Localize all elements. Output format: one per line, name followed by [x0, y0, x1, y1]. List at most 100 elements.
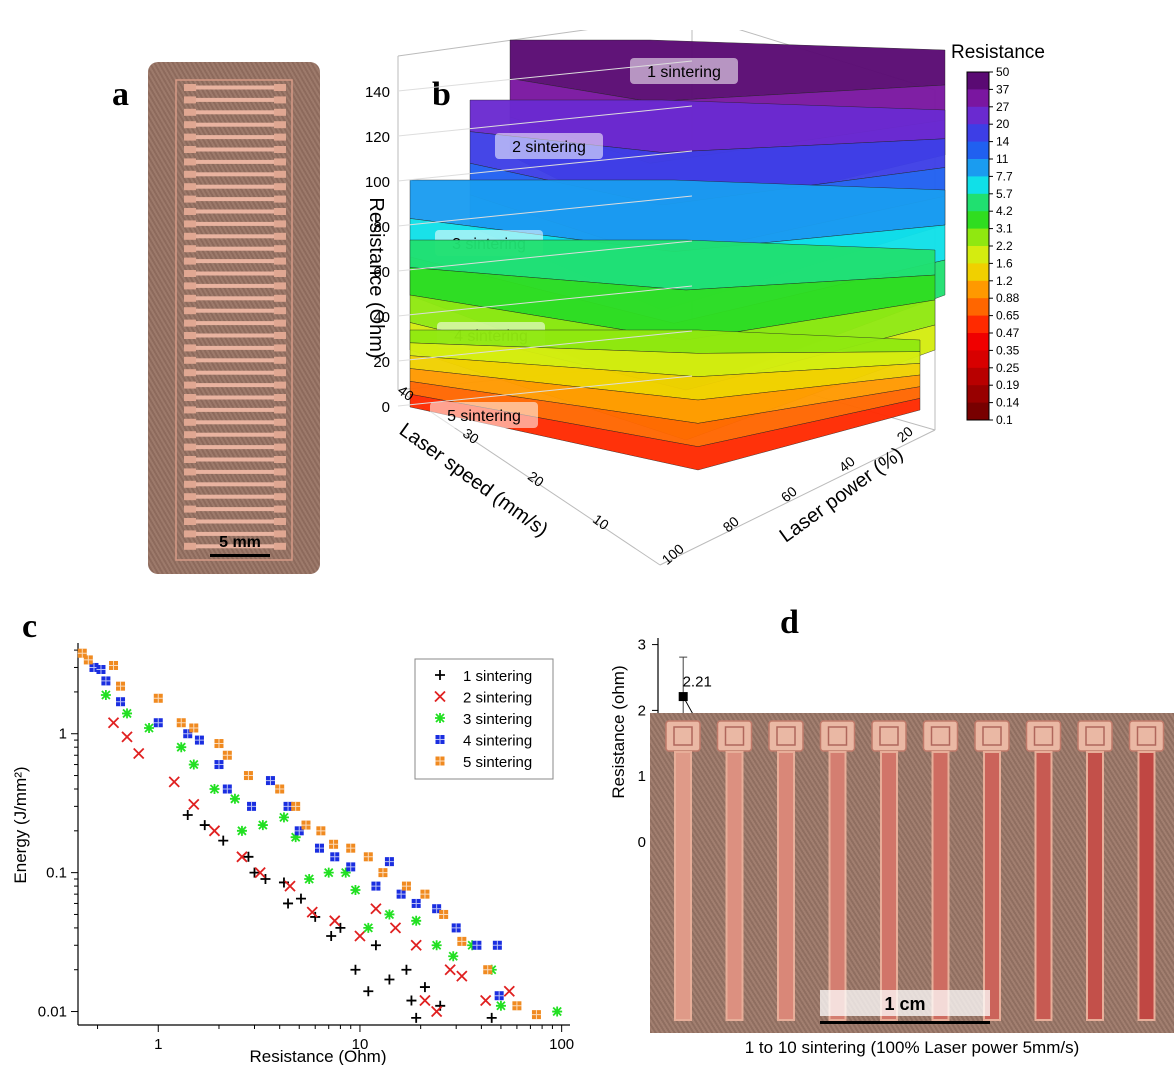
trace-line — [196, 321, 274, 326]
colorbar: Resistance 50 37 27 20 14 11 7.7 5.7 4.2 3.1 2.2 1.6… — [951, 42, 1045, 427]
scatter-point — [249, 867, 260, 878]
trace-line — [196, 184, 274, 189]
trace-pad-right — [274, 158, 286, 166]
trace-pad-left — [184, 369, 196, 377]
colorbar-level-label: 1.6 — [996, 256, 1013, 270]
trace-pad-right — [274, 344, 286, 352]
scatter-point-grid — [294, 826, 304, 836]
z-axis-label: Resistance (Ohm) — [365, 197, 387, 358]
scatter-point — [486, 1012, 497, 1023]
y-tick-label: 3 — [638, 637, 646, 654]
trace-pad-left — [184, 456, 196, 463]
panel-letter-a: a — [112, 76, 129, 113]
scatter-point — [410, 939, 422, 951]
trace-pad-left — [184, 195, 196, 203]
trace-line — [196, 221, 274, 226]
scatter-point-grid — [283, 801, 293, 811]
scatter-point-grid — [435, 756, 445, 766]
trace-pad-inner — [724, 726, 745, 746]
trace-pad-right — [274, 220, 286, 228]
trace-line — [196, 271, 274, 276]
trace-pad — [1128, 720, 1165, 752]
box-edge — [659, 429, 936, 566]
scatter-point-grid — [483, 965, 493, 975]
scatter-point — [411, 915, 422, 926]
colorbar-swatch — [967, 367, 989, 386]
colorbar-level-label: 2.2 — [996, 239, 1013, 253]
trace-pad-left — [184, 158, 196, 166]
trace-pad — [768, 720, 804, 752]
trace-pad-left — [184, 108, 196, 116]
scatter-point — [350, 964, 361, 975]
trace-pad-right — [274, 530, 286, 538]
trace-strip — [674, 751, 692, 1021]
scatter-point — [384, 974, 395, 985]
trace-pad-right — [274, 307, 286, 315]
trace-line — [196, 135, 274, 140]
legend-entry: 1 sintering — [435, 668, 532, 685]
surface-band — [409, 393, 921, 471]
layer-label: 5 sintering — [430, 402, 538, 428]
trace-pad-left — [184, 431, 196, 439]
trace-line — [196, 494, 274, 499]
scatter-point-grid — [401, 881, 411, 891]
colorbar-level-label: 0.25 — [996, 361, 1020, 375]
colorbar-level-label: 0.65 — [996, 309, 1020, 323]
scatter-point-grid — [116, 681, 126, 691]
colorbar-level-label: 37 — [996, 82, 1010, 96]
trace-strip-sintered — [985, 753, 999, 1019]
colorbar-swatch — [967, 402, 989, 421]
trace-line — [196, 333, 274, 338]
trace-strip-sintered — [1036, 753, 1051, 1019]
scatter-point-grid — [396, 889, 406, 899]
scatter-point — [290, 832, 301, 843]
scatter-point — [236, 825, 247, 836]
trace-line — [196, 283, 274, 288]
trace-pad-inner — [930, 726, 951, 746]
trace-pad-inner — [1033, 726, 1054, 746]
scatter-point — [284, 880, 296, 892]
colorbar-level-label: 4.2 — [996, 204, 1013, 218]
trace-line — [196, 445, 274, 450]
trace-line — [196, 296, 274, 301]
scatter-point — [278, 812, 289, 823]
trace-pad-right — [274, 282, 286, 290]
x-axis-label: Resistance (Ohm) — [250, 1047, 387, 1065]
colorbar-swatch — [967, 159, 989, 177]
trace-line — [196, 85, 274, 90]
trace-line — [196, 507, 274, 512]
trace-pad-right — [274, 394, 286, 401]
y-axis-label: Energy (J/mm²) — [11, 766, 30, 883]
scatter-point-grid — [275, 784, 285, 794]
scatter-axes: 1 10 100 0.01 0.1 1 — [38, 643, 574, 1053]
scatter-point — [335, 922, 346, 933]
trace-pad-right — [274, 84, 286, 91]
scatter-point-grid — [329, 839, 339, 849]
trace-pad-right — [274, 133, 286, 141]
trace-pad-right — [274, 542, 286, 550]
trace-pad-inner — [673, 726, 693, 746]
x-tick-label: 10 — [352, 1036, 369, 1053]
colorbar-level-label: 0.14 — [996, 396, 1020, 410]
scatter-point — [218, 835, 229, 846]
layer-label-backdrop — [430, 402, 538, 428]
trace-pad-left — [184, 121, 196, 129]
trace-line — [196, 246, 274, 251]
layer-label-text: 1 sintering — [647, 64, 721, 81]
panel-c-scatter-chart: 1 10 100 0.01 0.1 1 1 sintering 2 sintering 3 s… — [11, 643, 574, 1065]
scatter-point — [188, 798, 200, 811]
colorbar-level-label: 3.1 — [996, 222, 1013, 236]
trace-pad-right — [274, 406, 286, 414]
trace-pad-right — [274, 208, 286, 215]
scatter-point — [370, 940, 381, 951]
scatter-point — [435, 670, 445, 680]
trace-pad-right — [274, 505, 286, 513]
trace-pad-inner — [827, 726, 848, 746]
colorbar-swatch — [967, 228, 989, 247]
trace-pad-left — [184, 294, 196, 302]
scatter-point — [444, 964, 456, 976]
colorbar-level-label: 11 — [996, 152, 1009, 166]
scatter-point-grid — [101, 676, 111, 686]
scatter-point-grid — [411, 898, 421, 908]
